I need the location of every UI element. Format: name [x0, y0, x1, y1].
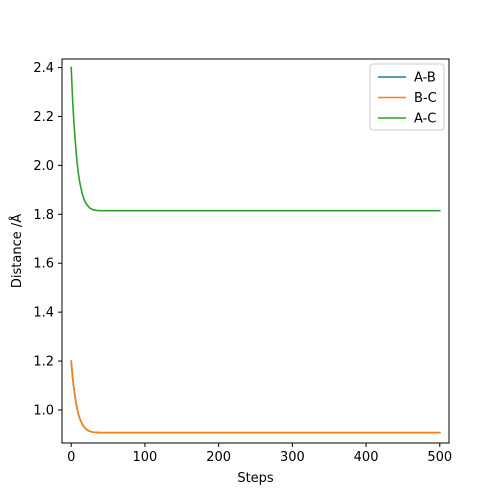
plot-frame — [61, 58, 450, 444]
x-tick-label: 500 — [427, 450, 452, 465]
x-tick-label: 200 — [206, 450, 231, 465]
axes: 0 100 200 300 400 500 1.0 1.2 1.4 1.6 1.8 2.0 2.2 2.4 — [33, 61, 452, 465]
y-tick-label: 1.8 — [33, 208, 54, 223]
y-axis-label: Distance /Å — [9, 214, 25, 288]
y-tick-label: 1.2 — [33, 355, 54, 370]
legend: A-B B-C A-C — [369, 63, 445, 131]
x-tick-label: 100 — [133, 450, 158, 465]
legend-label: A-C — [414, 112, 436, 127]
x-axis-label: Steps — [237, 471, 274, 486]
y-tick-label: 2.0 — [33, 159, 54, 174]
x-tick-label: 300 — [280, 450, 305, 465]
x-tick-label: 400 — [354, 450, 379, 465]
x-tick-label: 0 — [67, 450, 75, 465]
series-line-b-c — [70, 360, 441, 434]
legend-label: A-B — [414, 71, 436, 86]
y-tick-label: 2.4 — [33, 61, 54, 76]
plot-lines — [70, 66, 441, 434]
series-line-a-c — [70, 66, 441, 212]
legend-box — [369, 63, 445, 131]
y-tick-label: 1.6 — [33, 257, 54, 272]
y-tick-label: 1.4 — [33, 306, 54, 321]
y-tick-label: 2.2 — [33, 110, 54, 125]
legend-label: B-C — [414, 91, 437, 106]
y-tick-label: 1.0 — [33, 403, 54, 418]
